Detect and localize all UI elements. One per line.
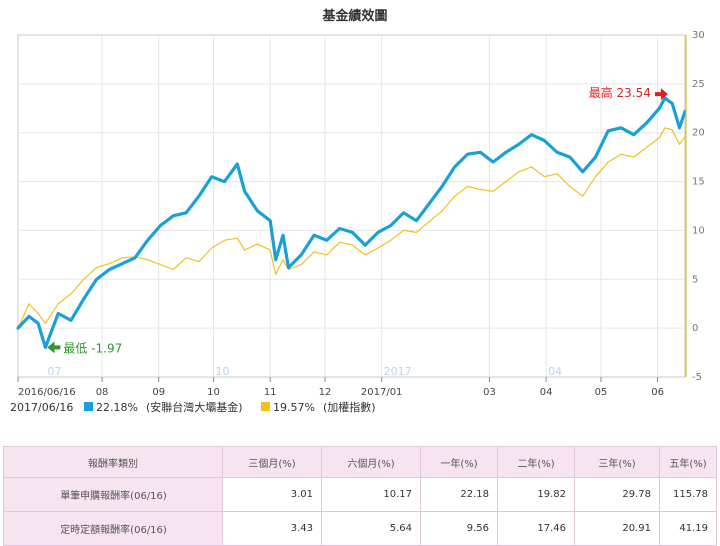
row-label: 定時定額報酬率(06/16) xyxy=(3,511,223,546)
table-cell: 115.78 xyxy=(659,477,717,512)
month-watermark: 07 xyxy=(47,365,61,378)
x-tick-label: 03 xyxy=(483,387,496,398)
plot-area xyxy=(17,34,686,378)
legend-index-name: (加權指數) xyxy=(323,400,376,414)
min-label: 最低 -1.97 xyxy=(63,341,122,355)
x-tick-label: 10 xyxy=(207,387,220,398)
y-axis-ticks: -5 0 5 10 15 20 25 30 xyxy=(692,30,705,383)
x-tick-label: 2016/06/16 xyxy=(18,387,76,398)
x-axis-ticks: 2016/06/16 08 09 10 11 12 2017/01 03 04 05 06 xyxy=(17,377,664,398)
table-cell: 9.56 xyxy=(420,511,498,546)
header-1y: 一年(%) xyxy=(420,446,498,478)
series-line-index xyxy=(17,127,686,329)
series-line-fund xyxy=(16,96,687,349)
legend-swatch-fund xyxy=(84,402,93,411)
header-6m: 六個月(%) xyxy=(321,446,421,478)
table-cell: 5.64 xyxy=(321,511,421,546)
table-cell: 10.17 xyxy=(321,477,421,512)
y-tick-label: 30 xyxy=(692,30,705,41)
table-cell: 22.18 xyxy=(420,477,498,512)
legend-date: 2017/06/16 xyxy=(10,401,73,414)
header-3m: 三個月(%) xyxy=(222,446,322,478)
table-cell: 41.19 xyxy=(659,511,717,546)
x-tick-label: 05 xyxy=(595,387,608,398)
min-arrow-icon xyxy=(47,341,61,354)
legend-index-value: 19.57% xyxy=(273,401,315,414)
table-cell: 17.46 xyxy=(497,511,575,546)
header-5y: 五年(%) xyxy=(659,446,717,478)
table-header-row: 報酬率類別 三個月(%) 六個月(%) 一年(%) 二年(%) 三年(%) 五年… xyxy=(3,446,717,478)
table-cell: 3.01 xyxy=(222,477,322,512)
chart-title: 基金績效圖 xyxy=(321,8,387,24)
return-rate-table: 報酬率類別 三個月(%) 六個月(%) 一年(%) 二年(%) 三年(%) 五年… xyxy=(3,446,717,546)
x-tick-label: 12 xyxy=(319,387,332,398)
x-tick-label: 04 xyxy=(540,387,553,398)
legend-fund-value: 22.18% xyxy=(96,401,138,414)
month-watermark: 2017 xyxy=(384,365,412,378)
y-tick-label: 15 xyxy=(692,177,705,188)
month-watermark: 10 xyxy=(216,365,230,378)
x-tick-label: 11 xyxy=(264,387,277,398)
x-tick-label: 09 xyxy=(152,387,165,398)
y-tick-label: 10 xyxy=(692,225,705,236)
y-tick-label: 20 xyxy=(692,128,705,139)
max-arrow-icon xyxy=(654,88,668,101)
x-tick-label: 2017/01 xyxy=(361,387,403,398)
y-tick-label: 0 xyxy=(692,323,698,334)
legend-swatch-index xyxy=(261,402,270,411)
max-label: 最高 23.54 xyxy=(589,85,651,100)
table-cell: 19.82 xyxy=(497,477,575,512)
row-label: 單筆申購報酬率(06/16) xyxy=(3,477,223,512)
table-cell: 20.91 xyxy=(574,511,660,546)
y-tick-label: 5 xyxy=(692,274,698,285)
table-row: 單筆申購報酬率(06/16) 3.01 10.17 22.18 19.82 29… xyxy=(3,477,717,512)
fund-performance-chart: 基金績效圖 07 10 2017 04 -5 0 5 10 15 20 25 30 2016/06/… xyxy=(10,8,705,414)
header-2y: 二年(%) xyxy=(497,446,575,478)
header-3y: 三年(%) xyxy=(574,446,660,478)
month-watermarks: 07 10 2017 04 xyxy=(47,365,562,378)
annotations: 最高 23.54 最低 -1.97 xyxy=(47,85,668,355)
legend-fund-name: (安聯台灣大壩基金) xyxy=(146,400,243,414)
x-tick-label: 08 xyxy=(96,387,109,398)
table-cell: 3.43 xyxy=(222,511,322,546)
y-tick-label: -5 xyxy=(692,372,702,383)
grid xyxy=(18,35,685,377)
x-tick-label: 06 xyxy=(651,387,664,398)
table-row: 定時定額報酬率(06/16) 3.43 5.64 9.56 17.46 20.9… xyxy=(3,511,717,546)
y-tick-label: 25 xyxy=(692,79,705,90)
legend: 2017/06/16 22.18% (安聯台灣大壩基金) 19.57% (加權指… xyxy=(10,400,376,414)
series-lines xyxy=(16,96,687,349)
header-category: 報酬率類別 xyxy=(3,446,223,478)
month-watermark: 04 xyxy=(548,365,562,378)
table-cell: 29.78 xyxy=(574,477,660,512)
